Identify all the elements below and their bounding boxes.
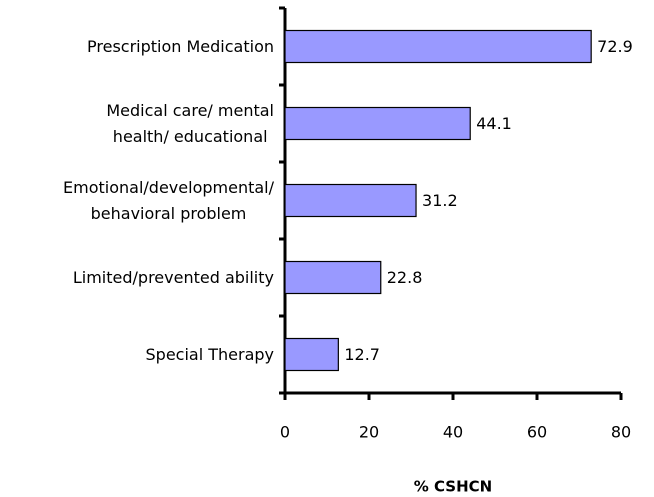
bar	[284, 337, 339, 372]
y-tick-label: Prescription Medication	[87, 36, 274, 56]
value-label: 22.8	[387, 268, 423, 287]
value-label: 12.7	[344, 345, 380, 364]
x-tick-label: 0	[280, 423, 290, 442]
x-tick-label: 40	[443, 423, 463, 442]
y-tick-label: Limited/prevented ability	[72, 267, 274, 287]
value-label: 44.1	[476, 114, 512, 133]
bar	[284, 29, 592, 64]
value-label: 31.2	[422, 191, 458, 210]
y-tick-label: Special Therapy	[145, 344, 275, 364]
bar	[284, 183, 417, 218]
bar	[284, 106, 471, 141]
x-axis-title: % CSHCN	[414, 478, 492, 496]
bar	[284, 260, 382, 295]
x-tick-label: 80	[611, 423, 631, 442]
value-label: 72.9	[597, 37, 633, 56]
x-tick-label: 60	[527, 423, 547, 442]
x-tick-label: 20	[359, 423, 379, 442]
y-tick-label: Emotional/developmental/ behavioral prob…	[63, 177, 274, 223]
y-tick-label: Medical care/ mental health/ educational	[106, 100, 274, 146]
